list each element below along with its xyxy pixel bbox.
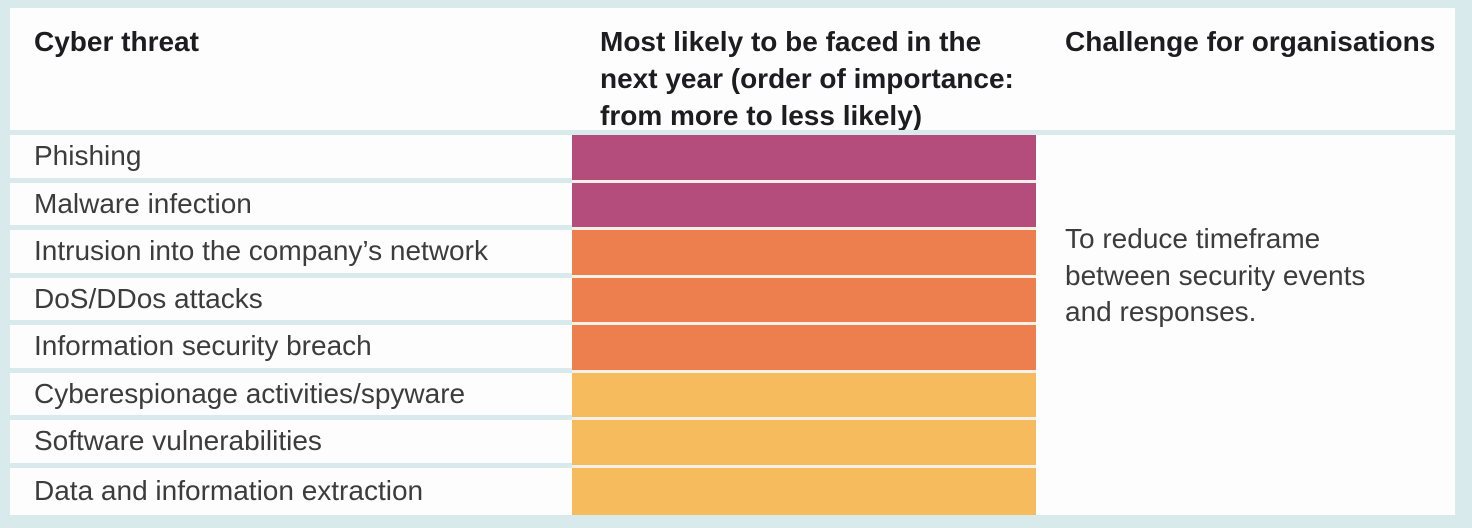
col-header-challenge: Challenge for organisations <box>1036 8 1455 130</box>
likelihood-bar <box>572 420 1036 468</box>
threat-row-label: Software vulnerabilities <box>10 420 572 468</box>
threat-row-label: Data and information extraction <box>10 467 572 515</box>
threat-row-label: Malware infection <box>10 182 572 230</box>
likelihood-bar <box>572 372 1036 420</box>
likelihood-bar <box>572 182 1036 230</box>
challenge-note: To reduce timeframe between security eve… <box>1065 223 1366 327</box>
likelihood-bar <box>572 230 1036 278</box>
challenge-note-cell: To reduce timeframe between security eve… <box>1036 135 1455 515</box>
threat-row-label: Cyberespionage activities/spyware <box>10 372 572 420</box>
threat-row-label: DoS/DDos attacks <box>10 277 572 325</box>
likelihood-bar <box>572 277 1036 325</box>
threat-row-label: Intrusion into the company’s network <box>10 230 572 278</box>
col-header-likelihood: Most likely to be faced in the next year… <box>572 8 1036 131</box>
likelihood-bar <box>572 325 1036 373</box>
threat-row-label: Information security breach <box>10 325 572 373</box>
likelihood-bar <box>572 135 1036 183</box>
header-separator <box>10 130 1455 135</box>
threat-table: Cyber threat Most likely to be faced in … <box>10 8 1455 515</box>
cyber-threat-figure: Cyber threat Most likely to be faced in … <box>10 8 1455 515</box>
col-header-cyber-threat: Cyber threat <box>10 8 572 130</box>
threat-row-label: Phishing <box>10 135 572 183</box>
likelihood-bar <box>572 467 1036 515</box>
